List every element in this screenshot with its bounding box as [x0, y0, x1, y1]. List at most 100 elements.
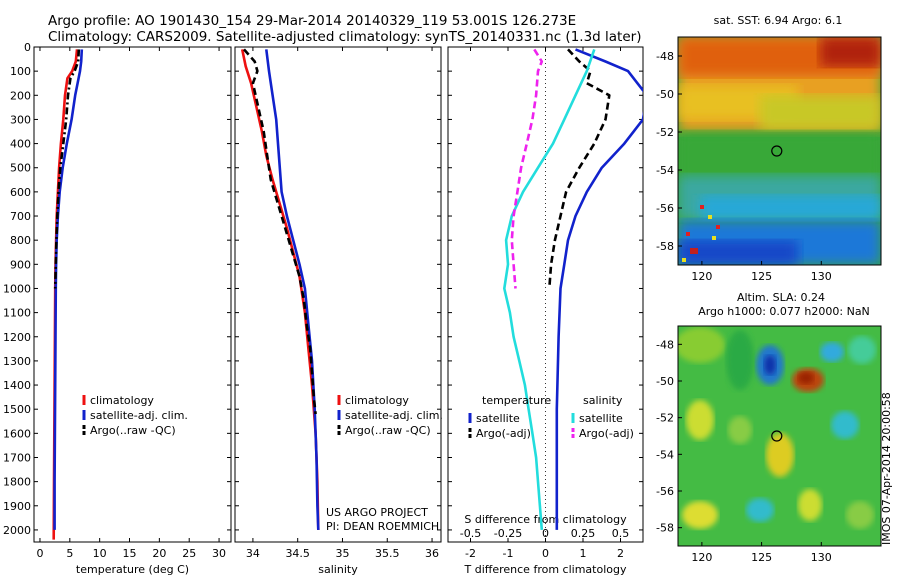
legend-label: climatology [90, 394, 154, 407]
map-y-tick-label: -58 [656, 240, 674, 253]
x-tick-label: 35 [335, 547, 349, 560]
map-x-tick-label: 130 [811, 270, 832, 283]
legend-title-temperature: temperature [482, 394, 551, 407]
series-line-satellite-adj-clim- [53, 49, 84, 530]
y-tick-label: 1100 [3, 307, 31, 320]
series-line-argo-raw-qc- [243, 48, 317, 415]
argo-location-marker [771, 145, 783, 157]
x-tick-label: 35.5 [375, 547, 400, 560]
x2-tick-label: 0.5 [612, 527, 630, 540]
legend-label: satellite [476, 412, 520, 425]
argo-location-marker [771, 430, 783, 442]
figure-title-line2: Climatology: CARS2009. Satellite-adjuste… [48, 29, 642, 45]
y-tick-label: 1700 [3, 451, 31, 464]
y-tick-label: 2000 [3, 524, 31, 537]
y-tick-label: 900 [10, 258, 31, 271]
credit-pi: PI: DEAN ROEMMICH [326, 520, 439, 533]
y-tick-label: 1300 [3, 355, 31, 368]
sla-heatmap [678, 326, 881, 546]
y-tick-label: 1000 [3, 282, 31, 295]
difference-panel: -2 -1 0 1 2 T difference from climatology -0.5… [447, 46, 644, 576]
map-y-tick-label: -50 [656, 88, 674, 101]
y-tick-label: 400 [10, 138, 31, 151]
map-y-tick-label: -56 [656, 485, 674, 498]
legend-label: satellite-adj. clim. [90, 409, 188, 422]
map-y-tick-label: -48 [656, 338, 674, 351]
imos-watermark: IMOS 07-Apr-2014 20:00:58 [880, 392, 893, 545]
series-line-satellite [555, 48, 643, 530]
x-tick-label: 36 [425, 547, 439, 560]
x2-tick-label: 0.25 [571, 527, 596, 540]
map-y-tick-label: -54 [656, 448, 674, 461]
x-tick-label: 1 [580, 547, 587, 560]
series-line-climatology [240, 49, 320, 530]
map-y-tick-label: -50 [656, 375, 674, 388]
y-tick-label: 700 [10, 210, 31, 223]
salinity-series [240, 48, 320, 530]
y-tick-label: 1600 [3, 427, 31, 440]
x-tick-label: 2 [617, 547, 624, 560]
y-tick-label: 1400 [3, 379, 31, 392]
series-line-argo-raw-qc- [53, 49, 81, 289]
legend-label: Argo(-adj) [579, 427, 634, 440]
sst-map-panel: 120 125 130 -48 -50 -52 -54 -56 -58 [656, 36, 882, 283]
salinity-panel: 34 34.5 35 35.5 36 salinity climatology satelli… [234, 46, 443, 576]
x-tick-label: 20 [152, 547, 166, 560]
y-tick-label: 1200 [3, 331, 31, 344]
series-line-argo-adj- [510, 48, 544, 289]
x-tick-label: 5 [66, 547, 73, 560]
series-line-argo-adj- [548, 48, 611, 289]
legend-label: Argo(..raw -QC) [345, 424, 431, 437]
sst-map-title: sat. SST: 6.94 Argo: 6.1 [714, 14, 843, 27]
legend-label: satellite-adj. clim. [345, 409, 443, 422]
y-tick-label: 300 [10, 113, 31, 126]
x-axis-label: T difference from climatology [464, 563, 627, 576]
map-y-tick-label: -56 [656, 202, 674, 215]
salinity-axes-frame [234, 46, 442, 543]
credit-project: US ARGO PROJECT [326, 506, 428, 519]
map-x-tick-label: 125 [751, 270, 772, 283]
map-y-tick-label: -52 [656, 412, 674, 425]
map-y-tick-label: -58 [656, 522, 674, 535]
map-x-tick-label: 125 [751, 551, 772, 564]
x-tick-label: -2 [465, 547, 476, 560]
x-tick-label: 0 [542, 547, 549, 560]
x2-tick-label: 0 [542, 527, 549, 540]
y-tick-label: 200 [10, 89, 31, 102]
map-x-tick-label: 120 [691, 270, 712, 283]
temperature-panel: 0100200300400500600700800900100011001200… [3, 41, 232, 576]
x2-tick-label: -0.25 [494, 527, 522, 540]
y-tick-label: 500 [10, 162, 31, 175]
difference-series [502, 48, 643, 531]
sla-map-title: Altim. SLA: 0.24 [737, 291, 825, 304]
x-tick-label: 25 [182, 547, 196, 560]
y-tick-label: 1800 [3, 476, 31, 489]
sst-heatmap [678, 37, 881, 265]
series-line-satellite-adj-clim- [265, 49, 320, 530]
x-axis-label: salinity [318, 563, 358, 576]
x2-tick-label: -0.5 [460, 527, 481, 540]
x-tick-label: 15 [123, 547, 137, 560]
x-tick-label: 30 [212, 547, 226, 560]
legend-label: Argo(..raw -QC) [90, 424, 176, 437]
map-y-tick-label: -54 [656, 164, 674, 177]
map-x-tick-label: 120 [691, 551, 712, 564]
x-tick-label: 34.5 [285, 547, 310, 560]
legend-label: satellite [579, 412, 623, 425]
y-tick-label: 800 [10, 234, 31, 247]
legend-title-salinity: salinity [583, 394, 623, 407]
y-tick-label: 1900 [3, 500, 31, 513]
y-tick-label: 0 [24, 41, 31, 54]
x-tick-label: 0 [36, 547, 43, 560]
sla-map-panel: 120 125 130 -48 -50 -52 -54 -56 -58 [656, 325, 882, 564]
y-tick-label: 100 [10, 65, 31, 78]
temperature-series [52, 49, 84, 540]
series-line-satellite [502, 48, 596, 531]
x-tick-label: -1 [503, 547, 514, 560]
sla-map-subtitle: Argo h1000: 0.077 h2000: NaN [698, 305, 870, 318]
map-y-tick-label: -52 [656, 126, 674, 139]
x-axis-label: temperature (deg C) [76, 563, 189, 576]
y-tick-label: 1500 [3, 403, 31, 416]
legend-label: Argo(-adj) [476, 427, 531, 440]
